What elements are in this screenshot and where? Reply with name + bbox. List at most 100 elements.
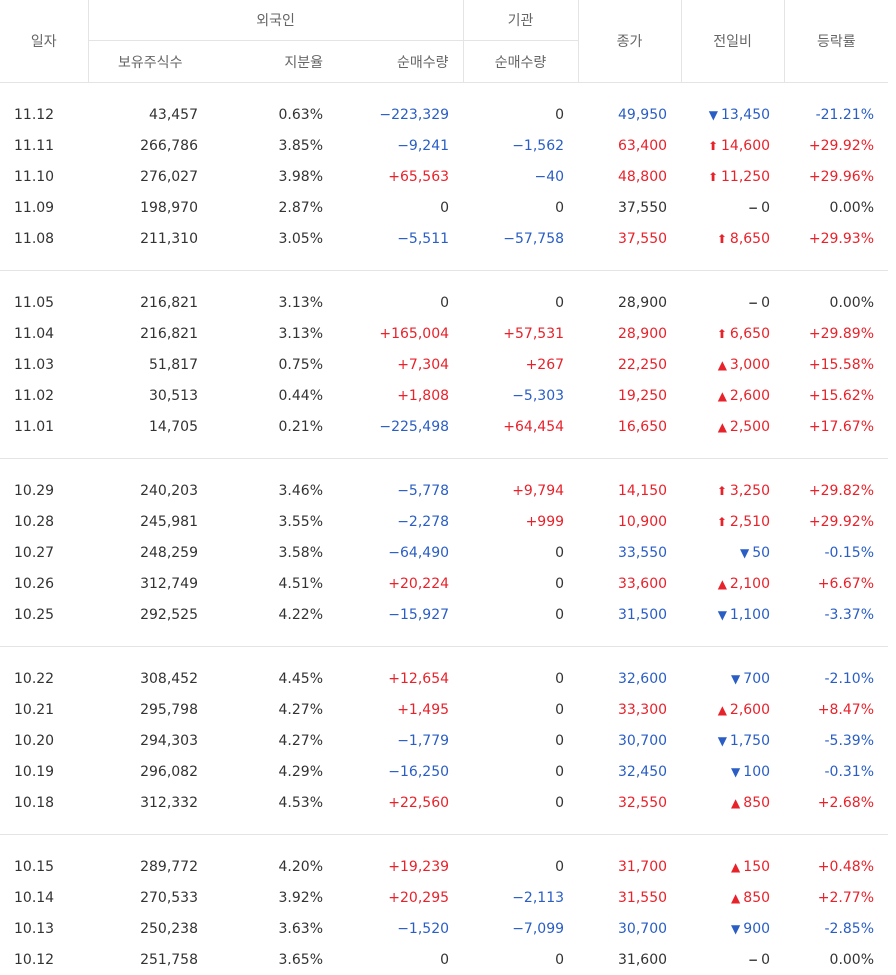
- cell-date: 10.25: [0, 599, 88, 630]
- cell-change: ▼1,750: [681, 725, 784, 756]
- up-arrow-icon: ▲: [718, 420, 727, 434]
- cell-institution-net: 0: [463, 192, 578, 223]
- cell-institution-net: 0: [463, 725, 578, 756]
- cell-change-value: 13,450: [721, 107, 770, 123]
- cell-close: 30,700: [578, 913, 681, 944]
- cell-foreign-net: +165,004: [337, 318, 463, 349]
- cell-holdings: 240,203: [88, 475, 212, 506]
- cell-change: −0: [681, 192, 784, 223]
- cell-share-ratio: 0.44%: [212, 380, 337, 411]
- cell-change-value: 0: [761, 200, 770, 216]
- cell-change: ⬆11,250: [681, 161, 784, 192]
- cell-change-value: 11,250: [721, 169, 770, 185]
- cell-change: ▼1,100: [681, 599, 784, 630]
- cell-change-value: 150: [743, 859, 770, 875]
- cell-close: 31,700: [578, 851, 681, 882]
- cell-change-rate: +29.82%: [784, 475, 888, 506]
- cell-foreign-net: +1,808: [337, 380, 463, 411]
- down-arrow-icon: ▼: [740, 546, 749, 560]
- cell-institution-net: −40: [463, 161, 578, 192]
- cell-share-ratio: 4.20%: [212, 851, 337, 882]
- cell-change: ▲850: [681, 882, 784, 913]
- cell-share-ratio: 4.29%: [212, 756, 337, 787]
- cell-institution-net: 0: [463, 756, 578, 787]
- cell-change-value: 2,100: [730, 576, 770, 592]
- cell-change-rate: -21.21%: [784, 99, 888, 130]
- cell-share-ratio: 3.05%: [212, 223, 337, 254]
- cell-share-ratio: 4.27%: [212, 725, 337, 756]
- cell-holdings: 294,303: [88, 725, 212, 756]
- cell-close: 37,550: [578, 223, 681, 254]
- cell-change: ▼50: [681, 537, 784, 568]
- cell-change: ▲150: [681, 851, 784, 882]
- cell-institution-net: −57,758: [463, 223, 578, 254]
- cell-change: ▲3,000: [681, 349, 784, 380]
- cell-holdings: 312,332: [88, 787, 212, 818]
- cell-change-rate: +6.67%: [784, 568, 888, 599]
- cell-institution-net: 0: [463, 787, 578, 818]
- cell-change: ▼700: [681, 663, 784, 694]
- cell-holdings: 51,817: [88, 349, 212, 380]
- cell-institution-net: +64,454: [463, 411, 578, 442]
- cell-institution-net: +9,794: [463, 475, 578, 506]
- cell-date: 10.22: [0, 663, 88, 694]
- cell-change-value: 6,650: [730, 326, 770, 342]
- down-arrow-icon: ▼: [718, 608, 727, 622]
- cell-holdings: 211,310: [88, 223, 212, 254]
- cell-date: 10.15: [0, 851, 88, 882]
- down-arrow-icon: ▼: [731, 922, 740, 936]
- cell-change-rate: -2.10%: [784, 663, 888, 694]
- header-share-ratio: 지분율: [212, 41, 337, 83]
- cell-close: 16,650: [578, 411, 681, 442]
- cell-holdings: 270,533: [88, 882, 212, 913]
- cell-foreign-net: +7,304: [337, 349, 463, 380]
- cell-institution-net: 0: [463, 663, 578, 694]
- cell-close: 22,250: [578, 349, 681, 380]
- cell-change: ▼13,450: [681, 99, 784, 130]
- cell-close: 31,550: [578, 882, 681, 913]
- cell-share-ratio: 4.45%: [212, 663, 337, 694]
- cell-change-value: 2,500: [730, 419, 770, 435]
- cell-holdings: 289,772: [88, 851, 212, 882]
- cell-institution-net: −7,099: [463, 913, 578, 944]
- cell-institution-net: 0: [463, 694, 578, 725]
- cell-date: 10.13: [0, 913, 88, 944]
- cell-holdings: 198,970: [88, 192, 212, 223]
- group-divider: [0, 630, 888, 647]
- cell-change-value: 2,510: [730, 514, 770, 530]
- cell-change-value: 50: [752, 545, 770, 561]
- up-arrow-icon: ⬆: [717, 484, 727, 498]
- cell-foreign-net: +65,563: [337, 161, 463, 192]
- cell-share-ratio: 3.13%: [212, 287, 337, 318]
- cell-institution-net: −1,562: [463, 130, 578, 161]
- cell-foreign-net: +12,654: [337, 663, 463, 694]
- cell-date: 10.18: [0, 787, 88, 818]
- cell-change-rate: -2.85%: [784, 913, 888, 944]
- cell-foreign-net: −2,278: [337, 506, 463, 537]
- up-arrow-icon: ⬆: [717, 327, 727, 341]
- header-institution: 기관: [463, 0, 578, 41]
- cell-change-rate: -0.15%: [784, 537, 888, 568]
- cell-change-rate: +0.48%: [784, 851, 888, 882]
- cell-foreign-net: −5,778: [337, 475, 463, 506]
- cell-change-rate: -3.37%: [784, 599, 888, 630]
- cell-share-ratio: 3.46%: [212, 475, 337, 506]
- cell-foreign-net: +22,560: [337, 787, 463, 818]
- cell-foreign-net: +19,239: [337, 851, 463, 882]
- cell-holdings: 308,452: [88, 663, 212, 694]
- up-arrow-icon: ▲: [731, 860, 740, 874]
- cell-change-value: 850: [743, 795, 770, 811]
- cell-close: 49,950: [578, 99, 681, 130]
- header-holdings: 보유주식수: [88, 41, 212, 83]
- cell-foreign-net: −1,520: [337, 913, 463, 944]
